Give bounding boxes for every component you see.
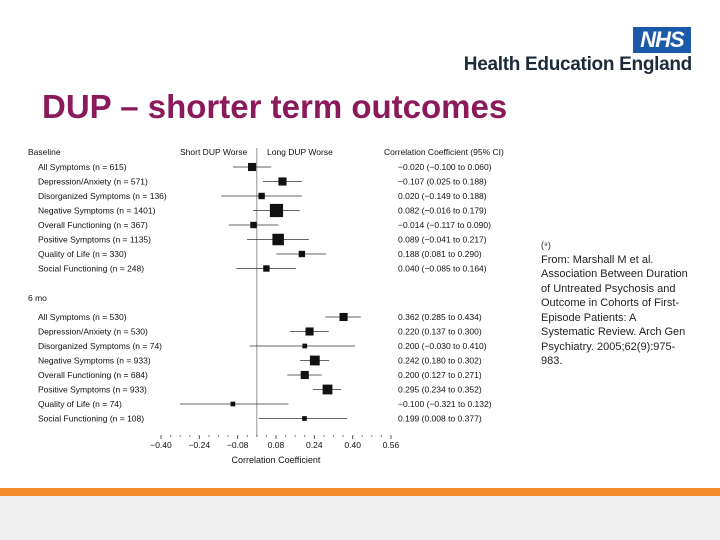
point-estimate — [302, 416, 307, 421]
point-estimate — [302, 343, 308, 349]
row-label: Negative Symptoms (n = 1401) — [38, 206, 156, 216]
footer-band — [0, 496, 720, 540]
x-minor-tick — [256, 435, 258, 437]
point-estimate — [272, 233, 284, 246]
citation-ref-marker: (⁹) — [541, 240, 551, 250]
x-tick-label: −0.24 — [189, 440, 211, 450]
x-minor-tick — [169, 435, 172, 437]
point-estimate — [230, 401, 236, 407]
row-label: All Symptoms (n = 615) — [38, 162, 127, 172]
x-minor-tick — [323, 435, 325, 437]
x-minor-tick — [227, 435, 229, 437]
x-minor-tick — [390, 435, 392, 437]
x-tick-label: 0.40 — [344, 440, 361, 450]
row-label: Positive Symptoms (n = 933) — [38, 385, 147, 395]
x-minor-tick — [208, 435, 210, 437]
x-axis-label: Correlation Coefficient — [232, 455, 321, 465]
row-label: Positive Symptoms (n = 1135) — [38, 235, 151, 245]
row-label: Disorganized Symptoms (n = 136) — [38, 191, 167, 201]
x-minor-tick — [189, 435, 191, 437]
x-minor-tick — [198, 435, 201, 437]
point-estimate — [269, 203, 284, 218]
x-minor-tick — [351, 435, 354, 437]
slide-title: DUP – shorter term outcomes — [42, 88, 508, 125]
x-minor-tick — [284, 435, 287, 437]
x-minor-tick — [275, 435, 277, 437]
row-label: Social Functioning (n = 108) — [38, 414, 144, 424]
x-minor-tick — [265, 435, 268, 437]
x-tick-label: 0.24 — [306, 440, 323, 450]
row-label: Disorganized Symptoms (n = 74) — [38, 341, 162, 351]
x-minor-tick — [246, 435, 248, 437]
x-minor-tick — [304, 435, 306, 437]
ci-text: 0.020 (−0.149 to 0.188) — [398, 191, 487, 201]
x-minor-tick — [160, 435, 162, 437]
ci-text: −0.020 (−0.100 to 0.060) — [398, 162, 492, 172]
x-minor-tick — [236, 435, 239, 437]
row-label: Depression/Anxiety (n = 571) — [38, 177, 148, 187]
x-minor-tick — [217, 435, 220, 437]
nhs-logo: NHS — [633, 27, 691, 53]
ci-text: 0.200 (−0.030 to 0.410) — [398, 341, 487, 351]
x-tick-label: 0.56 — [383, 440, 400, 450]
point-estimate — [309, 355, 320, 366]
ci-text: 0.199 (0.008 to 0.377) — [398, 414, 482, 424]
footer-accent-bar — [0, 488, 720, 496]
row-label: Overall Functioning (n = 684) — [38, 370, 148, 380]
ci-text: 0.220 (0.137 to 0.300) — [398, 327, 482, 337]
row-label: Quality of Life (n = 74) — [38, 399, 122, 409]
header-short-dup-worse: Short DUP Worse — [180, 147, 248, 157]
ci-text: −0.107 (0.025 to 0.188) — [398, 177, 487, 187]
x-minor-tick — [332, 435, 335, 437]
row-label: Quality of Life (n = 330) — [38, 249, 127, 259]
ci-text: −0.014 (−0.117 to 0.090) — [398, 220, 491, 230]
point-estimate — [278, 177, 287, 186]
ci-text: 0.188 (0.081 to 0.290) — [398, 249, 482, 259]
point-estimate — [263, 265, 270, 272]
point-estimate — [247, 162, 257, 172]
ci-text: 0.089 (−0.041 to 0.217) — [398, 235, 487, 245]
header-ci: Correlation Coefficient (95% CI) — [384, 147, 504, 157]
x-minor-tick — [179, 435, 181, 437]
group-label-6mo: 6 mo — [28, 293, 47, 303]
point-estimate — [300, 370, 309, 380]
group-label-baseline: Baseline — [28, 147, 61, 157]
row-label: Negative Symptoms (n = 933) — [38, 356, 151, 366]
x-tick-label: −0.08 — [227, 440, 249, 450]
point-estimate — [258, 192, 265, 200]
ci-text: 0.295 (0.234 to 0.352) — [398, 385, 482, 395]
point-estimate — [339, 312, 348, 322]
x-minor-tick — [380, 435, 383, 437]
x-tick-label: 0.08 — [268, 440, 285, 450]
row-label: Social Functioning (n = 248) — [38, 264, 144, 274]
row-label: Depression/Anxiety (n = 530) — [38, 327, 148, 337]
ci-text: 0.040 (−0.085 to 0.164) — [398, 264, 487, 274]
citation: (⁹) From: Marshall M et al. Association … — [541, 238, 691, 369]
ci-text: −0.100 (−0.321 to 0.132) — [398, 399, 492, 409]
point-estimate — [322, 384, 333, 395]
point-estimate — [250, 221, 257, 229]
row-label: Overall Functioning (n = 367) — [38, 220, 148, 230]
ci-text: 0.082 (−0.016 to 0.179) — [398, 206, 487, 216]
ci-text: 0.362 (0.285 to 0.434) — [398, 312, 482, 322]
x-minor-tick — [294, 435, 296, 437]
x-tick-label: −0.40 — [150, 440, 172, 450]
x-minor-tick — [371, 435, 373, 437]
ci-text: 0.242 (0.180 to 0.302) — [398, 356, 482, 366]
x-minor-tick — [313, 435, 316, 437]
header-long-dup-worse: Long DUP Worse — [267, 147, 333, 157]
x-minor-tick — [342, 435, 344, 437]
point-estimate — [298, 250, 306, 258]
row-label: All Symptoms (n = 530) — [38, 312, 127, 322]
x-minor-tick — [361, 435, 363, 437]
org-name: Health Education England — [463, 54, 693, 75]
ci-text: 0.200 (0.127 to 0.271) — [398, 370, 482, 380]
citation-text: From: Marshall M et al. Association Betw… — [541, 253, 688, 368]
point-estimate — [305, 327, 314, 336]
